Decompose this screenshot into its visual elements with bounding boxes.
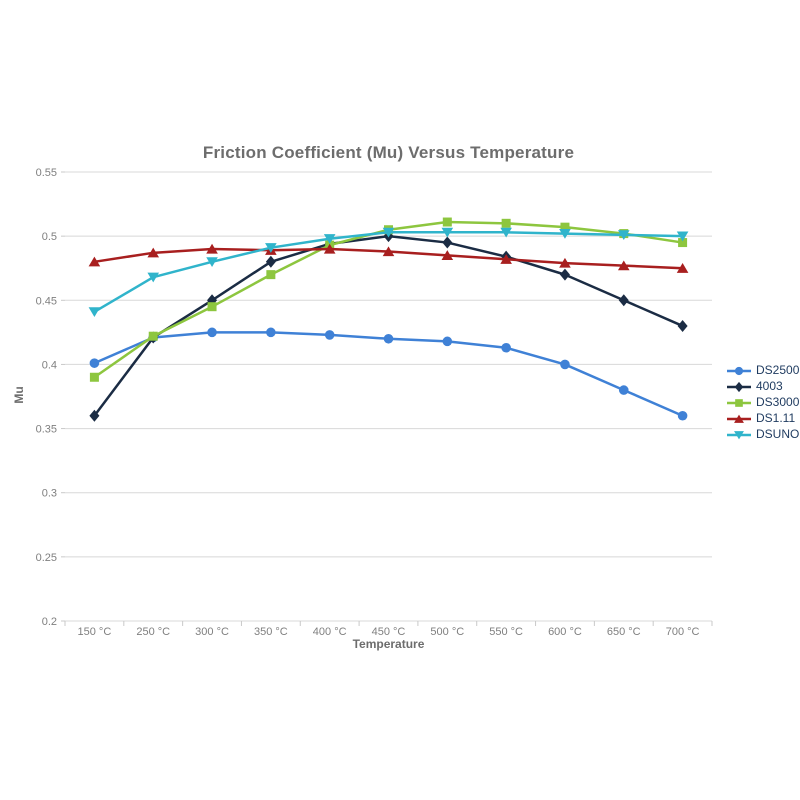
legend-marker-triangle-down-icon	[727, 430, 751, 439]
series-DS2500	[89, 327, 688, 421]
data-point-marker	[501, 342, 511, 353]
x-tick-label: 350 °C	[254, 626, 288, 638]
data-point-marker	[323, 234, 336, 244]
legend: DS2500 4003 DS3000 DS1.11 DSUNO	[727, 364, 799, 441]
data-point-marker	[677, 319, 688, 332]
data-point-marker	[676, 263, 689, 273]
data-point-marker	[734, 366, 744, 375]
series-DS1.11	[88, 243, 689, 273]
data-point-marker	[618, 294, 629, 307]
data-point-marker	[147, 272, 160, 283]
data-point-marker	[89, 358, 100, 368]
data-point-marker	[441, 227, 454, 238]
data-point-marker	[734, 414, 744, 423]
data-point-marker	[89, 409, 100, 422]
data-point-marker	[617, 230, 630, 241]
data-point-marker	[442, 236, 453, 249]
data-point-marker	[734, 430, 744, 439]
x-tick-label: 600 °C	[548, 626, 582, 638]
data-point-marker	[734, 381, 744, 392]
data-point-marker	[441, 250, 454, 260]
data-point-marker	[207, 302, 217, 312]
legend-marker-triangle-up-icon	[727, 414, 751, 423]
legend-label: 4003	[756, 379, 783, 393]
y-tick-label: 0.4	[42, 359, 57, 371]
data-point-marker	[88, 256, 101, 267]
series-4003	[89, 230, 688, 422]
data-point-marker	[678, 238, 688, 248]
data-point-marker	[206, 257, 218, 267]
data-point-marker	[206, 243, 218, 254]
data-point-marker	[617, 260, 630, 271]
legend-marker-circle-icon	[727, 366, 751, 375]
legend-item-4003: 4003	[727, 380, 799, 393]
data-point-marker	[147, 247, 160, 258]
series-DSUNO	[88, 227, 689, 318]
data-point-marker	[266, 327, 276, 338]
data-point-marker	[676, 231, 689, 242]
data-point-marker	[148, 331, 158, 341]
data-point-marker	[265, 243, 277, 253]
x-tick-label: 650 °C	[607, 626, 641, 638]
data-point-marker	[382, 246, 395, 257]
y-tick-label: 0.5	[42, 231, 57, 243]
data-point-marker	[207, 327, 217, 338]
data-point-marker	[442, 217, 452, 227]
legend-item-DS1.11: DS1.11	[727, 412, 799, 425]
data-point-marker	[500, 254, 512, 264]
y-tick-label: 0.55	[36, 167, 57, 179]
data-point-marker	[735, 398, 743, 407]
legend-label: DS3000	[756, 395, 800, 409]
data-point-marker	[501, 218, 511, 228]
y-tick-label: 0.45	[36, 295, 57, 307]
data-point-marker	[323, 243, 336, 254]
x-axis-title: Temperature	[352, 637, 425, 651]
legend-item-DS2500: DS2500	[727, 364, 799, 377]
legend-item-DS3000: DS3000	[727, 396, 799, 409]
data-point-marker	[442, 336, 453, 347]
data-point-marker	[559, 228, 571, 239]
x-tick-label: 550 °C	[489, 626, 523, 638]
x-tick-label: 500 °C	[430, 626, 464, 638]
legend-marker-square-icon	[727, 398, 751, 407]
data-point-marker	[324, 330, 335, 340]
data-point-marker	[618, 385, 629, 395]
x-tick-label: 150 °C	[78, 626, 112, 638]
legend-label: DSUNO	[756, 427, 800, 441]
x-tick-label: 450 °C	[372, 626, 406, 638]
legend-item-DSUNO: DSUNO	[727, 428, 799, 441]
data-point-marker	[266, 270, 276, 280]
x-tick-label: 400 °C	[313, 626, 347, 638]
series-DS3000	[89, 217, 688, 382]
chart-title: Friction Coefficient (Mu) Versus Tempera…	[202, 143, 575, 162]
data-point-marker	[559, 257, 571, 268]
series-line	[93, 220, 684, 379]
data-point-marker	[560, 222, 570, 232]
data-point-marker	[560, 359, 570, 370]
x-tick-label: 300 °C	[195, 626, 229, 638]
data-point-marker	[265, 255, 276, 268]
data-point-marker	[383, 333, 394, 344]
x-tick-label: 250 °C	[136, 626, 170, 638]
data-point-marker	[500, 227, 512, 238]
y-tick-label: 0.3	[42, 488, 57, 500]
data-point-marker	[89, 372, 99, 382]
legend-label: DS1.11	[756, 411, 796, 425]
series-line	[93, 234, 684, 417]
data-point-marker	[559, 268, 570, 281]
legend-marker-diamond-icon	[727, 381, 751, 392]
data-point-marker	[88, 307, 101, 318]
data-point-marker	[382, 227, 395, 238]
y-tick-label: 0.25	[36, 552, 57, 564]
y-tick-label: 0.2	[42, 616, 57, 628]
y-axis-title: Mu	[12, 386, 26, 404]
data-point-marker	[677, 410, 688, 421]
legend-label: DS2500	[756, 363, 800, 377]
y-tick-label: 0.35	[36, 424, 57, 436]
x-tick-label: 700 °C	[666, 626, 700, 638]
series-line	[93, 331, 684, 417]
